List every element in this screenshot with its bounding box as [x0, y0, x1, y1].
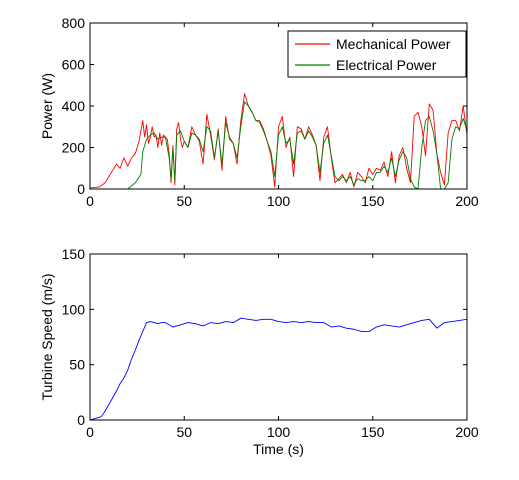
subplot-1: 0 50 100 150 200 0 200 400 600 800 Power (W) Mechan…	[39, 15, 479, 209]
y-axis-label: Power (W)	[39, 73, 55, 139]
legend-label: Electrical Power	[336, 57, 437, 73]
legend: Mechanical Power Electrical Power	[287, 30, 467, 78]
x-tick-label: 200	[455, 424, 479, 440]
y-tick-label: 200	[62, 140, 86, 156]
subplot-2: 0 50 100 150 200 0 50 100 150 Turbine Speed (m/s)…	[39, 246, 479, 457]
legend-label: Mechanical Power	[336, 36, 451, 52]
x-tick-label: 100	[267, 424, 291, 440]
y-tick-label: 50	[69, 357, 85, 373]
y-axis-label: Turbine Speed (m/s)	[39, 273, 55, 400]
series-line-electrical-power	[90, 101, 467, 189]
y-tick-label: 150	[62, 246, 86, 262]
x-tick-label: 0	[86, 193, 94, 209]
y-tick-label: 0	[77, 412, 85, 428]
x-tick-label: 50	[176, 193, 192, 209]
x-tick-label: 50	[176, 424, 192, 440]
x-tick-label: 100	[267, 193, 291, 209]
series-line-speed	[90, 317, 467, 420]
plot-frame	[89, 253, 468, 421]
y-tick-label: 100	[62, 301, 86, 317]
y-tick-label: 600	[62, 57, 86, 73]
series-line-mechanical-power	[90, 93, 467, 189]
legend-box	[287, 30, 467, 78]
y-tick-label: 800	[62, 15, 86, 31]
y-tick-label: 400	[62, 98, 86, 114]
x-tick-label: 150	[361, 193, 385, 209]
x-tick-label: 200	[455, 193, 479, 209]
x-tick-label: 150	[361, 424, 385, 440]
y-tick-label: 0	[77, 181, 85, 197]
x-axis-label: Time (s)	[253, 441, 304, 457]
x-tick-label: 0	[86, 424, 94, 440]
